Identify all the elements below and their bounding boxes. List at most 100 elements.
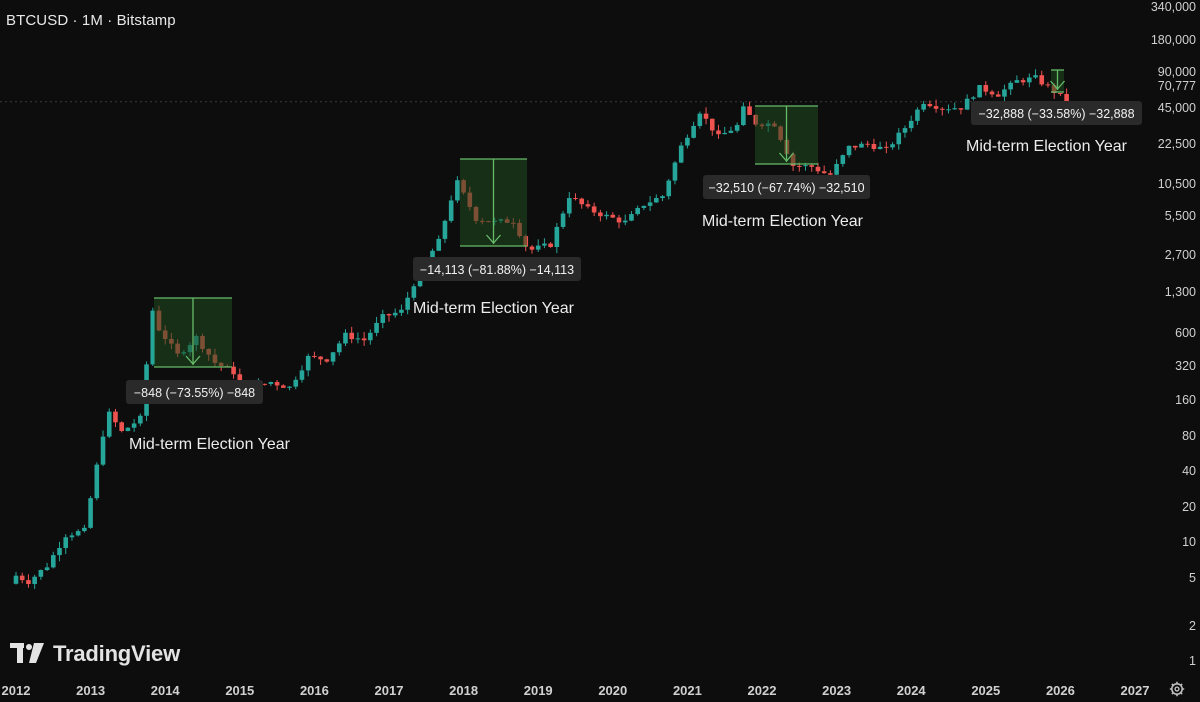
candle-body <box>262 383 267 385</box>
candle-body <box>113 411 118 423</box>
candle-body <box>287 386 292 388</box>
candle-body <box>902 128 908 133</box>
candle-body <box>964 98 970 110</box>
time-axis-label: 2018 <box>449 683 478 698</box>
measure-label-bg <box>413 257 581 281</box>
candle-body <box>958 108 964 110</box>
measure-arrow-head <box>779 152 794 162</box>
candle-body <box>94 464 100 499</box>
candle-body <box>312 355 317 357</box>
candle-body <box>529 246 535 250</box>
candle-body <box>13 575 19 584</box>
candle-body <box>995 94 1001 97</box>
candle-body <box>691 125 696 138</box>
candle-body <box>1008 82 1013 90</box>
candle-body <box>871 143 877 149</box>
gear-icon[interactable] <box>1169 681 1185 697</box>
candle-body <box>542 243 547 246</box>
measure-arrow-head <box>185 355 201 365</box>
price-axis-label: 80 <box>1182 429 1196 443</box>
candle-body <box>57 547 62 556</box>
candle-body <box>380 314 386 323</box>
candle-body <box>579 198 585 205</box>
candle-body <box>728 130 734 133</box>
candle-body <box>560 213 566 227</box>
price-axis-label: 1 <box>1189 654 1196 668</box>
candle-body <box>411 286 417 298</box>
time-axis-label: 2024 <box>897 683 927 698</box>
time-axis-label: 2027 <box>1121 683 1150 698</box>
time-axis-label: 2016 <box>300 683 329 698</box>
measure-label: −32,510 (−67.74%) −32,510 <box>703 175 870 199</box>
candle-body <box>971 97 976 99</box>
candle-body <box>274 382 280 386</box>
candle-body <box>324 359 330 362</box>
measure-arrow-head <box>486 234 501 244</box>
candle-body <box>939 108 945 110</box>
candle-body <box>983 85 989 92</box>
candle-body <box>343 332 348 344</box>
measure-label-text: −14,113 (−81.88%) −14,113 <box>420 263 574 277</box>
candle-body <box>890 144 895 148</box>
time-axis-label: 2014 <box>151 683 181 698</box>
drawdown-measure[interactable] <box>1050 69 1065 93</box>
candle-body <box>598 212 603 217</box>
measure-label-bg <box>126 380 263 404</box>
measure-arrow-head <box>1050 80 1065 90</box>
price-axis-label: 2,700 <box>1165 248 1196 262</box>
price-axis-label: 45,000 <box>1158 101 1196 115</box>
candle-body <box>1064 94 1069 103</box>
measure-label-bg <box>971 101 1142 125</box>
candle-body <box>330 352 336 362</box>
candle-body <box>629 214 634 221</box>
candle-body <box>654 198 659 203</box>
candle-body <box>268 382 274 384</box>
time-axis-label: 2012 <box>2 683 31 698</box>
candle-body <box>299 370 305 380</box>
candle-body <box>616 217 622 223</box>
candle-body <box>852 145 858 148</box>
candle-body <box>554 226 560 247</box>
candle-body <box>672 162 678 181</box>
candle-body <box>32 576 37 585</box>
candle-body <box>392 312 398 316</box>
candle-body <box>859 143 864 148</box>
time-axis-label: 2025 <box>971 683 1000 698</box>
candle-body <box>697 113 703 126</box>
drawdown-measure[interactable] <box>460 158 527 247</box>
price-axis-label: 320 <box>1175 359 1196 373</box>
candle-body <box>1045 84 1051 86</box>
candle-body <box>716 130 721 135</box>
candle-body <box>361 338 367 341</box>
candle-body <box>1033 75 1038 78</box>
candle-body <box>1002 89 1007 97</box>
candle-body <box>131 423 137 428</box>
time-axis-label: 2026 <box>1046 683 1075 698</box>
candle-body <box>38 570 44 577</box>
measure-label: −848 (−73.55%) −848 <box>126 380 263 404</box>
tradingview-logo-icon <box>10 643 44 663</box>
candle-body <box>952 108 958 110</box>
annotation-label: Mid-term Election Year <box>702 213 864 230</box>
candle-body <box>709 118 715 131</box>
candle-body <box>840 155 846 164</box>
candle-body <box>641 205 647 208</box>
candle-body <box>989 91 995 95</box>
price-axis-label: 10,500 <box>1158 177 1196 191</box>
candle-body <box>150 310 156 365</box>
drawdown-measure[interactable] <box>154 297 232 368</box>
candle-body <box>734 125 740 131</box>
candle-body <box>19 575 25 581</box>
candle-body <box>293 379 299 387</box>
candle-body <box>977 85 982 98</box>
price-axis-label: 40 <box>1182 464 1196 478</box>
candle-body <box>884 146 889 148</box>
time-axis-label: 2021 <box>673 683 702 698</box>
time-axis-label: 2020 <box>598 683 627 698</box>
annotation-label: Mid-term Election Year <box>413 300 575 317</box>
drawdown-measure[interactable] <box>755 105 818 165</box>
candle-body <box>591 206 597 213</box>
candle-body <box>336 343 342 353</box>
